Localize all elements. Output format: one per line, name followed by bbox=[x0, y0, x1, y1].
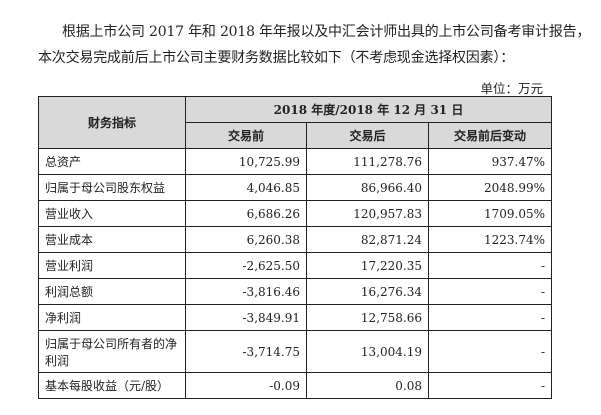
table-row: 营业利润 -2,625.50 17,220.35- bbox=[38, 252, 552, 279]
intro-paragraph: 根据上市公司 2017 年和 2018 年年报以及中汇会计师出具的上市公司备考审… bbox=[38, 19, 598, 71]
row-label: 归属于母公司股东权益 bbox=[38, 174, 186, 201]
table-row: 总资产 10,725.99 111,278.76 937.47% bbox=[38, 148, 552, 175]
cell-change: - bbox=[428, 330, 552, 373]
cell-before: 10,725.99 bbox=[185, 148, 307, 175]
table-row: 基本每股收益（元/股） -0.09 0.08- bbox=[38, 372, 552, 399]
cell-after: 16,276.34 bbox=[306, 278, 429, 305]
row-label: 营业收入 bbox=[38, 200, 186, 227]
cell-before: -3,714.75 bbox=[185, 330, 307, 373]
cell-after: 111,278.76 bbox=[306, 148, 429, 175]
row-label: 利润总额 bbox=[38, 278, 186, 305]
row-label: 基本每股收益（元/股） bbox=[38, 372, 186, 399]
cell-change: - bbox=[428, 252, 552, 279]
cell-change: 2048.99% bbox=[428, 174, 552, 201]
row-label: 营业成本 bbox=[38, 226, 186, 253]
table-row: 利润总额 -3,816.46 16,276.34- bbox=[38, 278, 552, 305]
header-before: 交易前 bbox=[185, 122, 307, 149]
row-label: 净利润 bbox=[38, 304, 186, 331]
table-row: 营业成本 6,260.38 82,871.24 1223.74% bbox=[38, 226, 552, 253]
header-change: 交易前后变动 bbox=[428, 122, 552, 149]
cell-after: 12,758.66 bbox=[306, 304, 429, 331]
table-row: 营业收入 6,686.26 120,957.83 1709.05% bbox=[38, 200, 552, 227]
cell-before: 4,046.85 bbox=[185, 174, 307, 201]
cell-before: -2,625.50 bbox=[185, 252, 307, 279]
cell-before: 6,260.38 bbox=[185, 226, 307, 253]
cell-change: 1709.05% bbox=[428, 200, 552, 227]
cell-before: -3,816.46 bbox=[185, 278, 307, 305]
cell-change: - bbox=[428, 304, 552, 331]
row-label: 总资产 bbox=[38, 148, 186, 175]
cell-after: 13,004.19 bbox=[306, 330, 429, 373]
header-after: 交易后 bbox=[306, 122, 429, 149]
unit-label: 单位：万元 bbox=[480, 81, 543, 96]
cell-after: 120,957.83 bbox=[306, 200, 429, 227]
cell-before: -3,849.91 bbox=[185, 304, 307, 331]
row-label: 归属于母公司所有者的净利润 bbox=[38, 330, 186, 373]
cell-change: 937.47% bbox=[428, 148, 552, 175]
table-row: 净利润 -3,849.91 12,758.66- bbox=[38, 304, 552, 331]
cell-before: 6,686.26 bbox=[185, 200, 307, 227]
intro-line-1: 根据上市公司 2017 年和 2018 年年报以及中汇会计师出具的上市公司备考审… bbox=[62, 24, 591, 40]
header-metric: 财务指标 bbox=[38, 96, 186, 149]
cell-change: - bbox=[428, 372, 552, 399]
table-row: 归属于母公司股东权益 4,046.85 86,966.40 2048.99% bbox=[38, 174, 552, 201]
cell-change: - bbox=[428, 278, 552, 305]
cell-before: -0.09 bbox=[185, 372, 307, 399]
row-label: 营业利润 bbox=[38, 252, 186, 279]
table-row: 归属于母公司所有者的净利润 -3,714.75 13,004.19- bbox=[38, 330, 552, 373]
cell-after: 0.08 bbox=[306, 372, 429, 399]
cell-after: 86,966.40 bbox=[306, 174, 429, 201]
cell-change: 1223.74% bbox=[428, 226, 552, 253]
financial-comparison-table: 财务指标 2018 年度/2018 年 12 月 31 日 交易前 交易后 交易… bbox=[38, 96, 552, 399]
cell-after: 82,871.24 bbox=[306, 226, 429, 253]
cell-after: 17,220.35 bbox=[306, 252, 429, 279]
header-period: 2018 年度/2018 年 12 月 31 日 bbox=[185, 96, 552, 123]
intro-line-2: 本次交易完成前后上市公司主要财务数据比较如下（不考虑现金选择权因素）： bbox=[38, 50, 514, 66]
